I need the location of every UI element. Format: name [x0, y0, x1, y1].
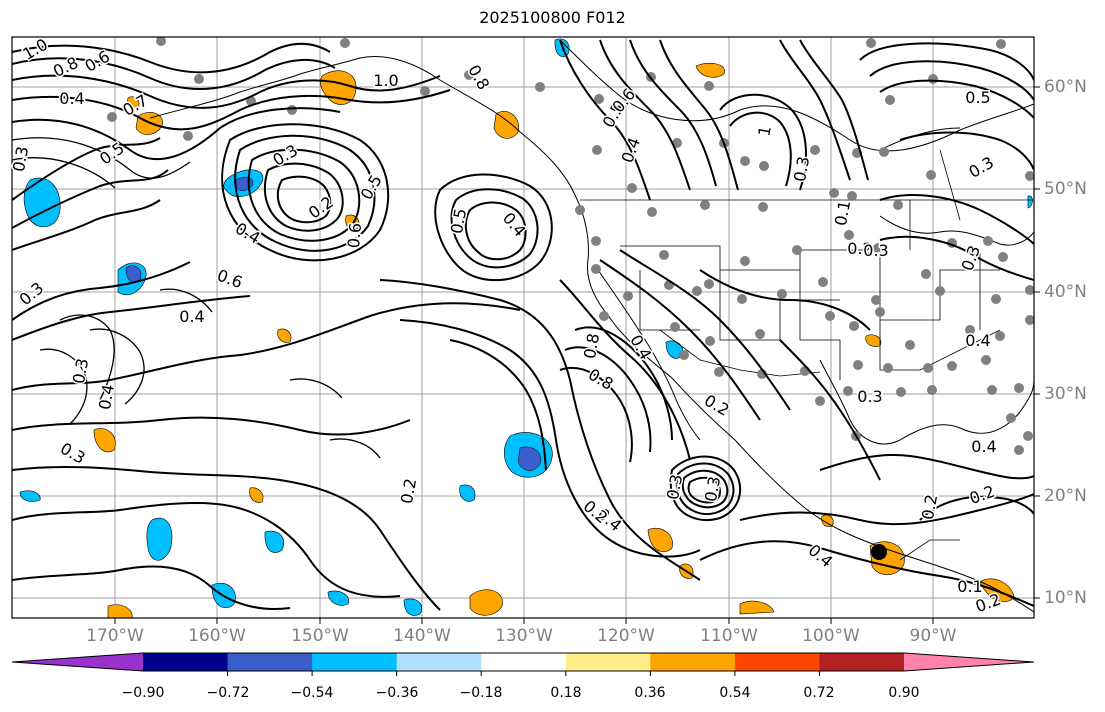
contour-label: 0.4 [95, 383, 118, 411]
lon-label-170w: 170°W [86, 626, 144, 646]
colorbar-segment [819, 653, 905, 671]
colorbar-tick-label: −0.72 [206, 685, 250, 701]
contour-label: 0.1 [831, 199, 854, 227]
lon-label-150w: 150°W [291, 626, 349, 646]
colorbar-segment [734, 653, 820, 671]
contour-lines-thin [12, 137, 381, 459]
map-frame [11, 36, 1035, 619]
political-borders [580, 149, 1034, 561]
colorbar-tick-label: 0.18 [550, 685, 582, 701]
lon-label-120w: 120°W [597, 626, 655, 646]
colorbar-tick-label: −0.36 [375, 685, 419, 701]
lat-label-50n: 50°N [1044, 179, 1087, 199]
contour-label: 0.1 [957, 577, 982, 596]
axis-ticks [114, 86, 1040, 624]
lon-label-110w: 110°W [700, 626, 758, 646]
lat-label-30n: 30°N [1044, 384, 1087, 404]
lat-label-20n: 20°N [1044, 486, 1087, 506]
colorbar-tick-label: 0.54 [719, 685, 751, 701]
colorbar-tick-label: −0.18 [459, 685, 503, 701]
contour-label: 1 [754, 124, 774, 137]
contour-label: 0.4 [59, 89, 84, 108]
positive-anomaly-patches [93, 62, 1015, 618]
colorbar-outline [11, 652, 1035, 672]
contour-label: 0.3 [863, 241, 888, 260]
lon-label-140w: 140°W [393, 626, 451, 646]
colorbar [11, 652, 1035, 676]
marker-dot [871, 544, 887, 560]
contour-lines [12, 39, 1034, 611]
colorbar-segment [396, 653, 482, 671]
colorbar-segment [565, 653, 651, 671]
contour-label: 0.4 [965, 331, 990, 350]
contour-label: 0.6 [344, 222, 365, 249]
colorbar-tick-label: −0.90 [121, 685, 165, 701]
colorbar-tick-label: −0.54 [290, 685, 334, 701]
lon-label-90w: 90°W [909, 626, 957, 646]
colorbar-extend-max [904, 653, 1034, 671]
lon-label-130w: 130°W [495, 626, 553, 646]
contour-label: 0.4 [971, 437, 996, 456]
colorbar-tick-label: 0.72 [803, 685, 835, 701]
station-dots [107, 37, 1034, 455]
contour-label: 0.5 [965, 88, 990, 107]
contour-label: 0.2 [847, 239, 872, 258]
lon-label-100w: 100°W [802, 626, 860, 646]
lat-label-60n: 60°N [1044, 77, 1087, 97]
colorbar-segment [312, 653, 398, 671]
lat-label-10n: 10°N [1044, 588, 1087, 608]
contour-label: 0.4 [179, 307, 204, 326]
contour-label: 0.3 [857, 387, 882, 406]
colorbar-extend-min [12, 653, 143, 671]
lon-label-160w: 160°W [188, 626, 246, 646]
lat-label-40n: 40°N [1044, 282, 1087, 302]
negative-anomaly-patches [19, 38, 1033, 616]
map-title: 2025100800 F012 [479, 8, 626, 27]
contour-label: 1.0 [373, 71, 398, 90]
contour-label: 0.3 [663, 473, 686, 501]
colorbar-tick-label: 0.90 [888, 685, 920, 701]
colorbar-segment [143, 653, 229, 671]
contour-label: 0.3 [9, 145, 32, 173]
colorbar-segment [227, 653, 313, 671]
colorbar-segment [650, 653, 736, 671]
colorbar-segment [481, 653, 567, 671]
colorbar-tick-label: 0.36 [634, 685, 666, 701]
